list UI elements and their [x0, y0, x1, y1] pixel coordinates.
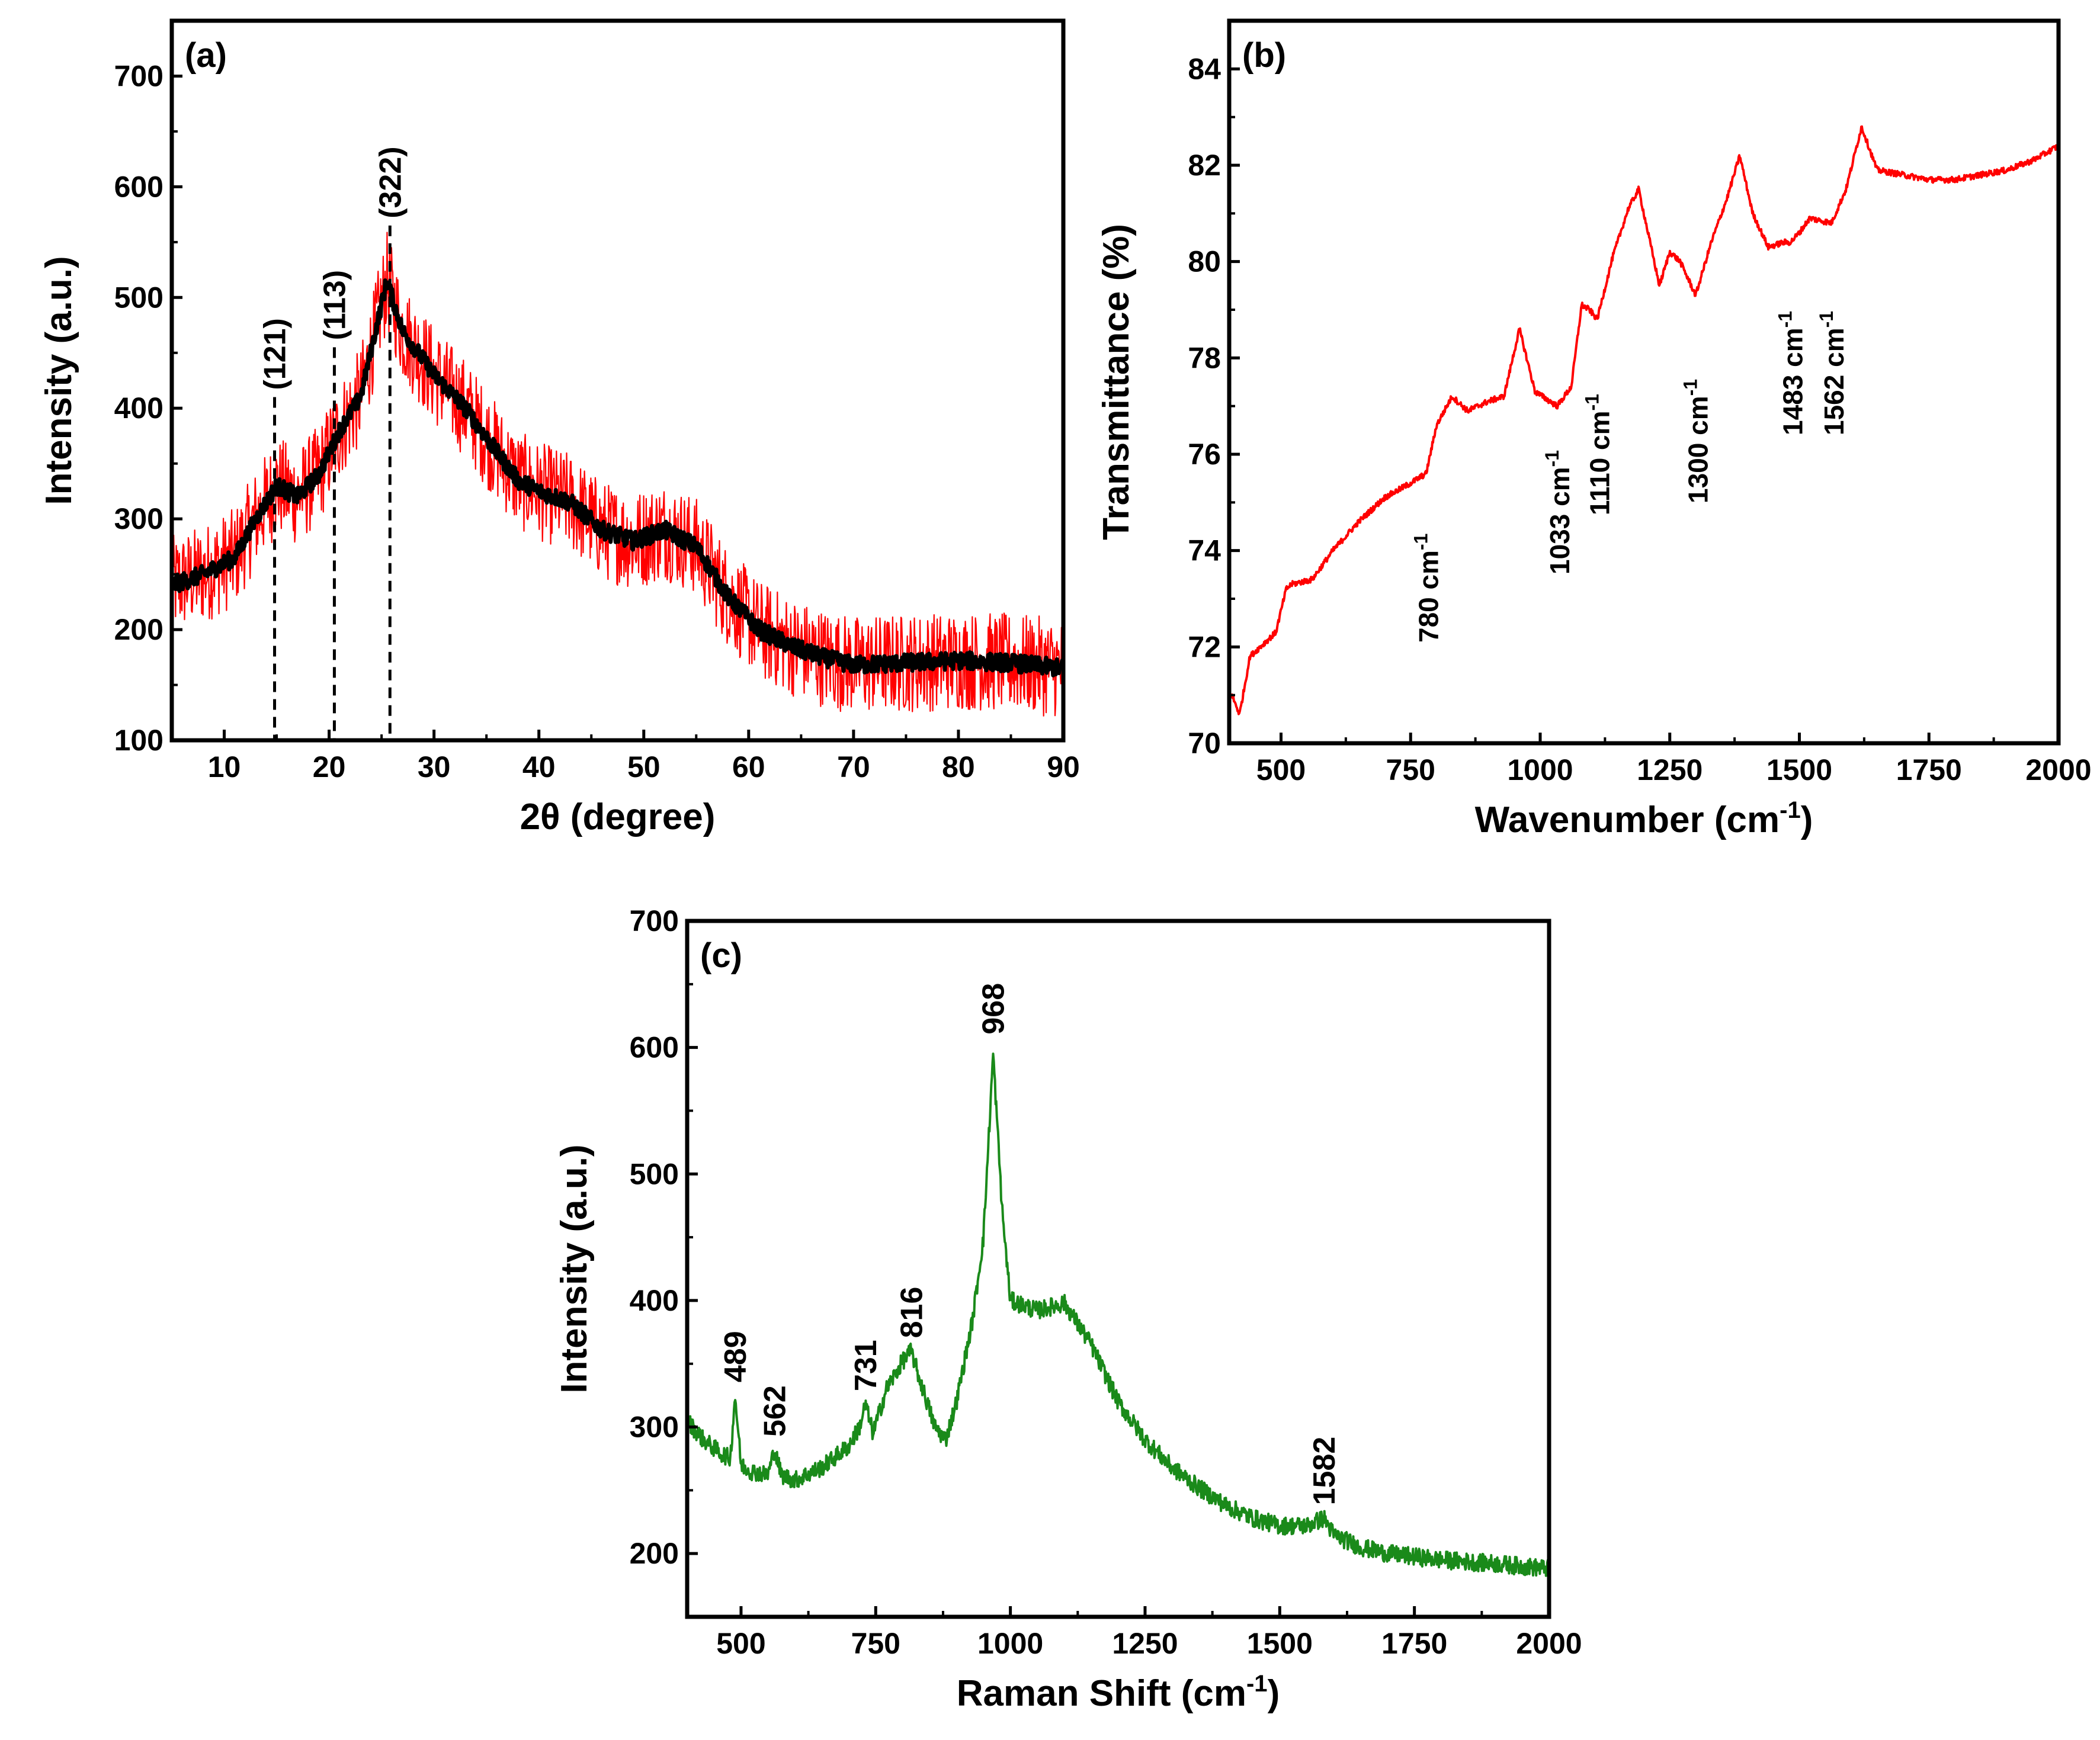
x-tick-label: 30 [418, 750, 451, 784]
y-tick-label: 400 [630, 1284, 679, 1317]
x-axis-title: Raman Shift (cm-1) [957, 1671, 1280, 1714]
x-tick-label: 90 [1047, 750, 1080, 784]
x-tick-label: 1250 [1637, 753, 1703, 786]
peak-label-text: 1562 cm [1819, 328, 1849, 435]
x-tick-label: 1250 [1112, 1627, 1178, 1660]
y-tick-label: 700 [630, 904, 679, 938]
y-tick-label: 500 [630, 1157, 679, 1190]
peak-label-sup: -1 [1581, 394, 1602, 410]
y-tick-label: 74 [1188, 534, 1221, 567]
peak-label-text: 1300 cm [1683, 396, 1714, 503]
peak-label-text: 1110 cm [1584, 410, 1615, 515]
x-axis-title-end: ) [1268, 1673, 1280, 1714]
x-tick-label: 2000 [1516, 1627, 1582, 1660]
y-tick-label: 100 [114, 724, 163, 757]
x-tick-label: 2000 [2025, 753, 2091, 786]
panel-b: 500 750 1000 1250 1500 1750 2000 70 72 74 76 78 80 82… [1096, 18, 2092, 840]
y-tick-label: 700 [114, 59, 163, 92]
peak-label: 1110 cm-1 [1581, 394, 1615, 515]
peak-label: 1582 [1307, 1437, 1342, 1505]
peak-label: 489 [719, 1331, 753, 1382]
plot-frame-c [685, 919, 1551, 1619]
peak-label: 1033 cm-1 [1541, 450, 1575, 574]
x-tick-label: 50 [627, 750, 661, 784]
peak-label: 731 [849, 1340, 883, 1391]
series-b-FTIR [1229, 125, 2060, 715]
peak-label-sup: -1 [1410, 534, 1432, 550]
peak-label: 780 cm-1 [1410, 534, 1444, 643]
y-tick-label: 600 [630, 1031, 679, 1064]
x-tick-label: 1000 [1507, 753, 1573, 786]
x-tick-label: 1000 [977, 1627, 1043, 1660]
x-tick-label: 500 [1256, 753, 1306, 786]
peak-label-text: 1033 cm [1544, 467, 1575, 574]
peak-label: 1562 cm-1 [1816, 311, 1849, 435]
x-tick-label: 20 [313, 750, 346, 784]
y-tick-label: 70 [1188, 727, 1221, 760]
y-axis-title: Transmittance (%) [1096, 224, 1137, 540]
x-axis-title-sup: -1 [1780, 797, 1801, 823]
x-axis-title-text: Raman Shift (cm [957, 1673, 1246, 1714]
plot-frame-a [169, 18, 1066, 743]
y-tick-label: 300 [630, 1411, 679, 1444]
peak-label-sup: -1 [1680, 379, 1701, 396]
x-tick-label: 1500 [1247, 1627, 1313, 1660]
peak-label: 1300 cm-1 [1680, 379, 1714, 503]
peak-label-sup: -1 [1775, 311, 1796, 328]
y-tick-label: 72 [1188, 630, 1221, 663]
x-tick-label: 80 [942, 750, 975, 784]
panel-label: (c) [700, 936, 742, 975]
x-tick-label: 1500 [1766, 753, 1832, 786]
x-tick-label: 750 [1386, 753, 1435, 786]
y-tick-label: 82 [1188, 149, 1221, 182]
panel-a: 10 20 30 40 50 60 70 80 90 100 200 300 400 500 600 700 (… [39, 18, 1080, 837]
x-tick-label: 40 [522, 750, 556, 784]
x-tick-label: 1750 [1896, 753, 1962, 786]
y-tick-label: 80 [1188, 245, 1221, 278]
x-axis-title-text: 2θ (degree) [520, 797, 716, 837]
y-tick-label: 84 [1188, 52, 1221, 85]
x-axis-title: Wavenumber (cm-1) [1475, 797, 1813, 840]
peak-label-sup: -1 [1541, 450, 1563, 467]
series-a-raw [171, 232, 1064, 717]
x-tick-label: 10 [208, 750, 241, 784]
panel-c: 500 750 1000 1250 1500 1750 2000 200 300 400 500 60… [554, 904, 1582, 1714]
x-axis-title-sup: -1 [1246, 1671, 1268, 1697]
y-tick-label: 400 [114, 391, 163, 425]
peak-label: 1483 cm-1 [1775, 311, 1809, 435]
y-tick-label: 500 [114, 281, 163, 314]
peak-label: 562 [758, 1385, 792, 1437]
y-tick-label: 76 [1188, 438, 1221, 471]
y-tick-label: 200 [630, 1537, 679, 1570]
peak-label-text: 1483 cm [1778, 328, 1809, 435]
peak-label: 816 [894, 1287, 929, 1338]
x-tick-label: 60 [732, 750, 765, 784]
peak-label: (322) [373, 146, 408, 218]
y-axis-title: Intensity (a.u.) [554, 1144, 595, 1393]
x-axis-title: 2θ (degree) [520, 797, 716, 837]
series-a-smoothed [169, 278, 1066, 678]
x-tick-label: 500 [716, 1627, 765, 1660]
x-tick-label: 1750 [1381, 1627, 1447, 1660]
y-tick-label: 300 [114, 502, 163, 535]
peak-label-text: 780 cm [1413, 550, 1444, 643]
plot-frame-b [1227, 18, 2061, 746]
peak-label: (113) [318, 270, 352, 341]
series-c-Raman [686, 1052, 1550, 1577]
y-tick-label: 200 [114, 613, 163, 646]
x-tick-label: 70 [837, 750, 870, 784]
panel-label: (b) [1242, 36, 1286, 75]
x-tick-label: 750 [851, 1627, 900, 1660]
peak-label: 968 [977, 983, 1011, 1035]
x-axis-title-end: ) [1801, 800, 1813, 840]
y-axis-title: Intensity (a.u.) [39, 256, 79, 505]
peak-label: (121) [258, 318, 293, 390]
x-axis-title-text: Wavenumber (cm [1475, 800, 1780, 840]
y-tick-label: 78 [1188, 341, 1221, 374]
y-tick-label: 600 [114, 170, 163, 203]
peak-label-sup: -1 [1816, 311, 1837, 328]
panel-label: (a) [185, 36, 227, 75]
